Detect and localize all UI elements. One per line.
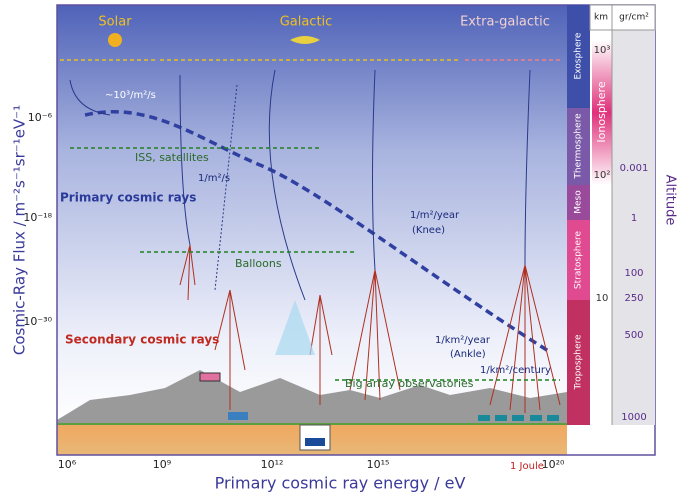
- x-tick-label: 10⁶: [58, 458, 77, 471]
- gcm-header: gr/cm²: [619, 13, 649, 23]
- gcm-tick: 100: [624, 268, 643, 279]
- region-label: Solar: [98, 15, 132, 30]
- primary-track: [268, 69, 306, 301]
- layer-label: Thermosphere: [574, 113, 584, 180]
- sun-icon: [108, 33, 122, 47]
- galaxy-icon: [290, 36, 320, 44]
- shower: [214, 289, 246, 410]
- annotation: 1/m²/s: [198, 173, 230, 184]
- array-detector: [530, 415, 542, 421]
- annotation: ~10³/m²/s: [105, 90, 156, 101]
- annotation: 1/km²/century: [480, 365, 551, 376]
- x-axis-label: Primary cosmic ray energy / eV: [215, 474, 466, 493]
- mountains: [57, 370, 567, 425]
- gcm-tick: 0.001: [620, 163, 649, 174]
- layer-troposphere: [567, 300, 590, 425]
- shower: [349, 269, 401, 401]
- gcm-tick: 1000: [621, 412, 646, 423]
- gcm-column: [612, 30, 655, 425]
- layer-label: Exosphere: [574, 32, 584, 79]
- label: Primary cosmic rays: [60, 191, 196, 205]
- gcm-tick: 500: [624, 330, 643, 341]
- y-axis-label: Cosmic-Ray Flux / m⁻²s⁻¹sr⁻¹eV⁻¹: [11, 105, 29, 355]
- underground-detector: [305, 438, 325, 446]
- shower: [489, 264, 561, 413]
- ionosphere-band: [592, 40, 612, 185]
- layer-meso: [567, 185, 590, 220]
- gcm-tick: 250: [624, 293, 643, 304]
- x-tick-label: 10¹⁵: [367, 458, 390, 471]
- label: Secondary cosmic rays: [65, 333, 219, 347]
- cherenkov-cone: [275, 300, 315, 355]
- primary-track: [372, 69, 376, 271]
- primary-track: [69, 79, 111, 116]
- label: Big array observatories: [345, 377, 474, 390]
- flux-curve: [84, 109, 551, 354]
- annotation: (Ankle): [450, 349, 486, 360]
- km-tick: 10: [596, 293, 609, 304]
- y-tick-label: 10⁻¹⁸: [23, 211, 52, 224]
- annotation: (Knee): [412, 225, 445, 236]
- x-tick-label: 10¹²: [261, 458, 284, 471]
- shower: [309, 294, 333, 405]
- annotation: 1 Joule: [510, 461, 544, 472]
- header: [589, 4, 656, 31]
- detector: [228, 412, 248, 420]
- array-detector: [495, 415, 507, 421]
- y-tick-label: 10⁻³⁰: [23, 315, 52, 328]
- label: Balloons: [235, 257, 282, 270]
- km-tick: 10³: [594, 45, 611, 56]
- primary-track: [179, 74, 191, 246]
- sky: [57, 5, 567, 425]
- region-label: Galactic: [280, 15, 333, 30]
- y-tick-label: 10⁻⁶: [28, 111, 53, 124]
- region-label: Extra-galactic: [460, 15, 550, 30]
- array-detector: [478, 415, 490, 421]
- layer-label: Stratosphere: [574, 230, 584, 289]
- x-tick-label: 10⁹: [153, 458, 171, 471]
- underground-detector-pit: [299, 424, 331, 451]
- x-tick-label: 10²⁰: [542, 458, 565, 471]
- annotation: 1/m²/year: [410, 210, 460, 221]
- detector: [199, 372, 221, 382]
- annotation: 1/km²/year: [435, 335, 491, 346]
- array-detector: [512, 415, 524, 421]
- layer-label: Troposphere: [574, 334, 584, 391]
- layer-exosphere: [567, 5, 590, 108]
- primary-track: [524, 69, 531, 266]
- altitude-title: Altitude: [663, 175, 678, 226]
- km-header: km: [594, 13, 608, 23]
- layer-label: Meso: [574, 190, 584, 214]
- layer-thermosphere: [567, 108, 590, 185]
- label: ISS, satellites: [135, 151, 209, 164]
- km-tick: 10²: [594, 170, 611, 181]
- array-detector: [547, 415, 559, 421]
- layer-label: Ionosphere: [595, 81, 608, 142]
- layer-stratosphere: [567, 220, 590, 300]
- gcm-tick: 1: [631, 213, 637, 224]
